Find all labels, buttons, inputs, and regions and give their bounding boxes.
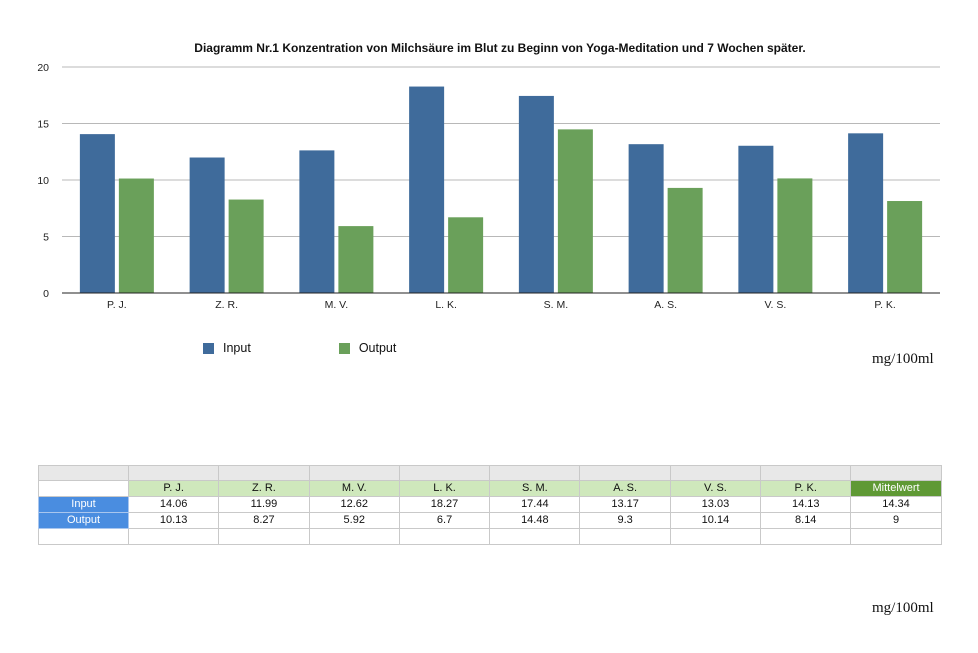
table-cell [579,528,671,545]
table-cell [850,528,942,545]
table-cell: 8.27 [218,512,310,529]
bars [79,86,923,293]
table-cell: 14.13 [760,496,852,513]
x-tick-label: A. S. [654,299,677,311]
table-cell: 12.62 [308,496,400,513]
x-tick-label: P. K. [874,299,895,311]
table-mean-cell: 9 [850,512,942,529]
table-cell [127,465,220,481]
table-row-input: Input 14.06 11.99 12.62 18.27 17.44 13.1… [38,496,942,513]
bar-output [777,178,813,293]
table-cell [669,528,762,545]
table-row-label: Output [38,512,129,529]
table-cell [669,465,762,481]
data-table: P. J. Z. R. M. V. L. K. S. M. A. S. V. S… [38,465,942,545]
table-empty-row [38,528,942,545]
y-tick-label: 0 [43,288,49,300]
bar-output [887,201,923,293]
bar-input [518,95,554,293]
bar-output [338,226,374,293]
legend-label-output: Output [358,341,397,355]
table-cell [398,528,491,545]
table-header-row: P. J. Z. R. M. V. L. K. S. M. A. S. V. S… [38,480,942,497]
bar-output [557,129,593,293]
table-cell [579,465,671,481]
table-cell: 14.06 [127,496,220,513]
table-mean-header: Mittelwert [850,480,942,497]
table-column-header: L. K. [398,480,491,497]
table-cell: 8.14 [760,512,852,529]
bar-input [189,157,225,293]
bar-input [848,133,884,293]
y-tick-label: 10 [37,175,49,187]
table-cell [38,465,129,481]
bar-input [628,144,664,293]
bar-input [738,145,774,293]
table-cell: 13.03 [669,496,762,513]
table-cell [218,528,310,545]
unit-label: mg/100ml [872,351,934,367]
table-cell [38,528,129,545]
y-tick-label: 5 [43,232,49,244]
table-mean-cell: 14.34 [850,496,942,513]
legend-label-input: Input [223,341,251,355]
x-tick-label: V. S. [764,299,786,311]
table-cell: 14.48 [489,512,581,529]
table-cell [489,528,581,545]
x-tick-label: M. V. [325,299,349,311]
table-column-header: A. S. [579,480,671,497]
table-cell: 13.17 [579,496,671,513]
table-cell [218,465,310,481]
table-column-header: P. J. [127,480,220,497]
x-tick-label: Z. R. [215,299,238,311]
table-cell [760,465,852,481]
bar-output [118,178,154,293]
x-tick-label: L. K. [435,299,457,311]
bar-output [228,199,264,293]
table-cell [127,528,220,545]
bar-output [448,217,484,293]
table-row-label: Input [38,496,129,513]
y-axis-ticks: 0 5 10 15 20 [37,62,49,300]
table-cell [760,528,852,545]
bar-input [79,134,115,293]
bar-input [409,86,445,293]
bar-output [667,187,703,293]
legend-item-input: Input [203,341,251,355]
y-tick-label: 20 [37,62,49,74]
chart-title: Diagramm Nr.1 Konzentration von Milchsäu… [194,41,805,55]
table-cell [850,465,942,481]
unit-label-bottom: mg/100ml [872,600,934,616]
legend-item-output: Output [338,341,397,355]
y-tick-label: 15 [37,119,49,131]
table-cell: 18.27 [398,496,491,513]
table-top-row [38,465,942,481]
table-cell: 6.7 [398,512,491,529]
chart-legend: Input Output [203,341,484,355]
table-column-header: S. M. [489,480,581,497]
table-cell: 5.92 [308,512,400,529]
table-row-output: Output 10.13 8.27 5.92 6.7 14.48 9.3 10.… [38,512,942,529]
table-column-header: Z. R. [218,480,310,497]
legend-swatch-output [338,342,350,354]
table-column-header: M. V. [308,480,400,497]
x-axis-ticks: P. J. Z. R. M. V. L. K. S. M. A. S. V. S. P. K. [107,299,896,311]
table-cell [308,528,400,545]
table-cell: 9.3 [579,512,671,529]
x-tick-label: P. J. [107,299,127,311]
table-cell [398,465,491,481]
x-tick-label: S. M. [544,299,569,311]
table-cell [308,465,400,481]
legend-swatch-input [203,342,214,354]
table-cell: 10.14 [669,512,762,529]
bar-input [299,150,335,293]
table-cell: 17.44 [489,496,581,513]
table-cell [489,465,581,481]
table-cell: 11.99 [218,496,310,513]
table-corner-cell [38,480,129,497]
table-cell: 10.13 [127,512,220,529]
bar-chart: Diagramm Nr.1 Konzentration von Milchsäu… [37,41,940,311]
table-column-header: P. K. [760,480,852,497]
table-column-header: V. S. [669,480,762,497]
